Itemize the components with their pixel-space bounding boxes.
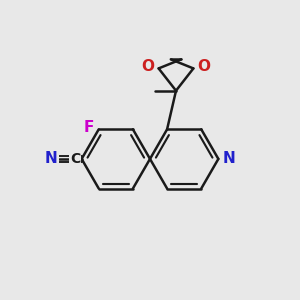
Text: F: F <box>84 120 94 135</box>
Text: O: O <box>198 59 211 74</box>
Text: O: O <box>142 59 154 74</box>
Text: N: N <box>45 152 58 166</box>
Text: N: N <box>222 152 235 166</box>
Text: C: C <box>70 152 80 166</box>
